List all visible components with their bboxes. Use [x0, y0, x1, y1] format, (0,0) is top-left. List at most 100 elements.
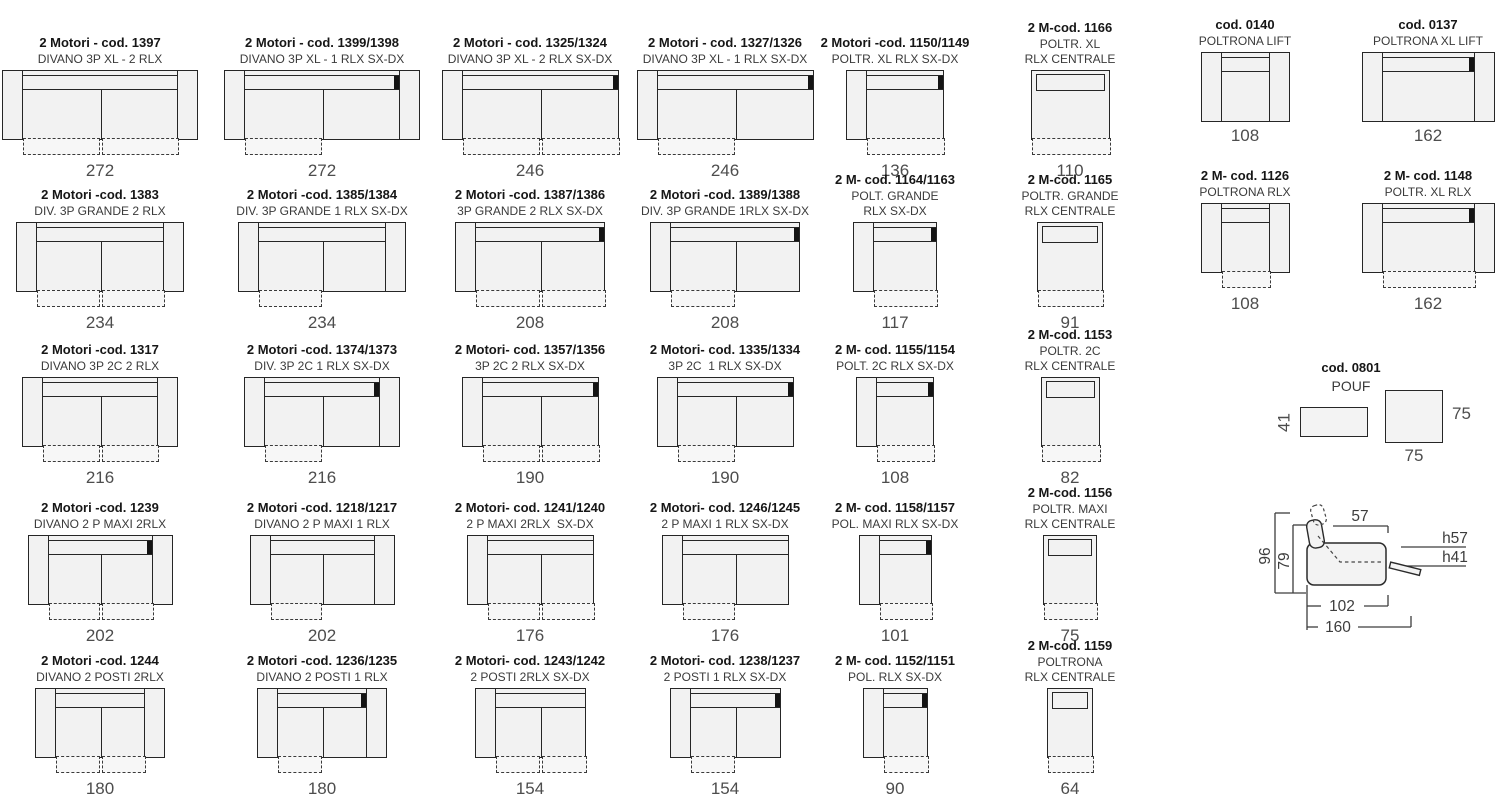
product-name-line2: RLX CENTRALE [1024, 359, 1116, 373]
dim-160: 160 [1325, 619, 1351, 636]
sofa-plan-drawing [853, 222, 938, 307]
product-code: 2 M-cod. 1153 [1027, 327, 1113, 342]
width-dimension: 90 [885, 779, 905, 798]
armrest-left [239, 223, 259, 291]
armrest-left [1202, 53, 1222, 121]
footrest-extension-dashed [542, 290, 606, 307]
backrest [883, 693, 927, 708]
product-code: 2 Motori- cod. 1335/1334 [649, 342, 801, 357]
backrest [482, 382, 598, 397]
seat-divider [101, 708, 102, 757]
product-name: DIVANO 3P 2C 2 RLX [40, 359, 160, 373]
width-dimension: 234 [85, 313, 115, 332]
armrest-left [854, 223, 874, 291]
product-name: POLTR. XL RLX [1384, 185, 1472, 199]
product-name: DIVANO 3P XL - 2 RLX [37, 52, 163, 66]
product-code: 2 Motori -cod. 1374/1373 [246, 342, 398, 357]
armrest-left [1202, 204, 1222, 272]
product-diagram-cell: 2 Motori- cod. 1241/1240 2 P MAXI 2RLX SX… [415, 500, 645, 645]
seat-divider [323, 242, 324, 291]
product-code: 2 Motori -cod. 1389/1388 [649, 187, 801, 202]
product-code: 2 Motori -cod. 1385/1384 [246, 187, 398, 202]
product-diagram-cell: cod. 0140 POLTRONA LIFT 108 [1130, 17, 1360, 145]
product-code: 2 Motori -cod. 1218/1217 [246, 500, 398, 515]
product-code: 2 M- cod. 1126 [1200, 168, 1290, 183]
product-diagram-cell: 2 Motori -cod. 1374/1373 DIV. 3P 2C 1 RLX… [207, 342, 437, 487]
pouf-code: cod. 0801 [1321, 360, 1381, 375]
width-dimension: 110 [1056, 161, 1084, 180]
product-name: 2 POSTI 1 RLX SX-DX [663, 670, 787, 684]
product-diagram-cell: 2 Motori -cod. 1383 DIV. 3P GRANDE 2 RLX 2… [0, 187, 215, 332]
sofa-plan-drawing [16, 222, 184, 307]
armrest-right [1473, 53, 1494, 121]
armrest-left [3, 71, 23, 139]
sofa-plan-drawing [1037, 222, 1104, 307]
headrest-motor-mark [787, 383, 793, 396]
seat-divider [101, 90, 102, 139]
backrest [265, 382, 379, 397]
footrest-extension-dashed [37, 290, 100, 307]
width-dimension: 234 [307, 313, 337, 332]
armrest-right [1268, 204, 1289, 272]
armrest-left [245, 378, 265, 446]
footrest-extension-dashed [1038, 290, 1104, 307]
product-diagram-cell: 2 M- cod. 1152/1151 POL. RLX SX-DX 90 [780, 653, 1010, 798]
product-name: DIVANO 2 POSTI 1 RLX [256, 670, 388, 684]
sofa-plan-drawing [466, 535, 595, 620]
product-diagram-cell: 2 Motori -cod. 1218/1217 DIVANO 2 P MAXI … [207, 500, 437, 645]
product-code: 2 M- cod. 1155/1154 [835, 342, 955, 357]
width-dimension: 190 [515, 468, 545, 487]
product-code: 2 Motori- cod. 1238/1237 [649, 653, 801, 668]
dim-h57: h57 [1442, 530, 1468, 547]
footrest-extension-dashed [879, 603, 933, 620]
headrest-motor-mark [794, 228, 799, 241]
width-dimension: 64 [1060, 779, 1080, 798]
backrest [867, 75, 943, 90]
sofa-plan-drawing [1361, 52, 1495, 122]
product-diagram-cell: 2 Motori -cod. 1239 DIVANO 2 P MAXI 2RLX 2… [0, 500, 215, 645]
product-code: 2 Motori- cod. 1241/1240 [454, 500, 606, 515]
seat-divider [101, 242, 102, 291]
footrest-extension-dashed [690, 756, 735, 773]
product-name-line2: RLX SX-DX [863, 204, 927, 218]
sofa-plan-drawing [1040, 377, 1101, 462]
footrest-extension-dashed [542, 756, 587, 773]
product-diagram-cell: 2 Motori- cod. 1238/1237 2 POSTI 1 RLX SX… [610, 653, 840, 798]
pouf-large-side-dim: 75 [1452, 404, 1471, 423]
width-dimension: 108 [1230, 126, 1260, 145]
product-diagram-cell: 2 Motori -cod. 1244 DIVANO 2 POSTI 2RLX 18… [0, 653, 215, 798]
product-name: POLTR. XL RLX SX-DX [831, 52, 959, 66]
width-dimension: 162 [1413, 126, 1443, 145]
width-dimension: 246 [515, 161, 545, 180]
armrest-left [860, 536, 880, 604]
backrest [259, 227, 385, 242]
product-name: POLTRONA XL LIFT [1372, 34, 1484, 48]
sofa-plan-drawing [244, 377, 400, 462]
product-diagram-cell: 2 Motori - cod. 1327/1326 DIVANO 3P XL - … [610, 35, 840, 180]
seat-divider [323, 397, 324, 446]
width-dimension: 202 [85, 626, 115, 645]
armrest-left [1363, 204, 1383, 272]
headrest-motor-mark [374, 383, 379, 396]
product-name: POLTRONA RLX [1199, 185, 1291, 199]
footrest-extension-dashed [265, 445, 322, 462]
width-dimension: 101 [880, 626, 910, 645]
backrest [671, 227, 799, 242]
product-diagram-cell: 2 Motori - cod. 1325/1324 DIVANO 3P XL - … [415, 35, 645, 180]
backrest [879, 540, 931, 555]
armrest-right [151, 536, 172, 604]
backrest [462, 75, 618, 90]
pouf-large-bottom-dim: 75 [1404, 446, 1424, 465]
backrest [657, 75, 813, 90]
backrest [43, 382, 157, 397]
product-name: POLT. GRANDE [851, 189, 939, 203]
product-diagram-cell: 2 M-cod. 1156 POLTR. MAXI RLX CENTRALE 75 [955, 485, 1185, 645]
headrest-motor-mark [807, 76, 813, 89]
armrest-left [658, 378, 678, 446]
headrest-motor-mark [925, 541, 931, 554]
armrest-right [373, 536, 394, 604]
armrest-left [463, 378, 483, 446]
sofa-plan-drawing [661, 535, 789, 620]
width-dimension: 117 [881, 313, 909, 332]
product-name: POLTR. 2C [1039, 344, 1101, 358]
